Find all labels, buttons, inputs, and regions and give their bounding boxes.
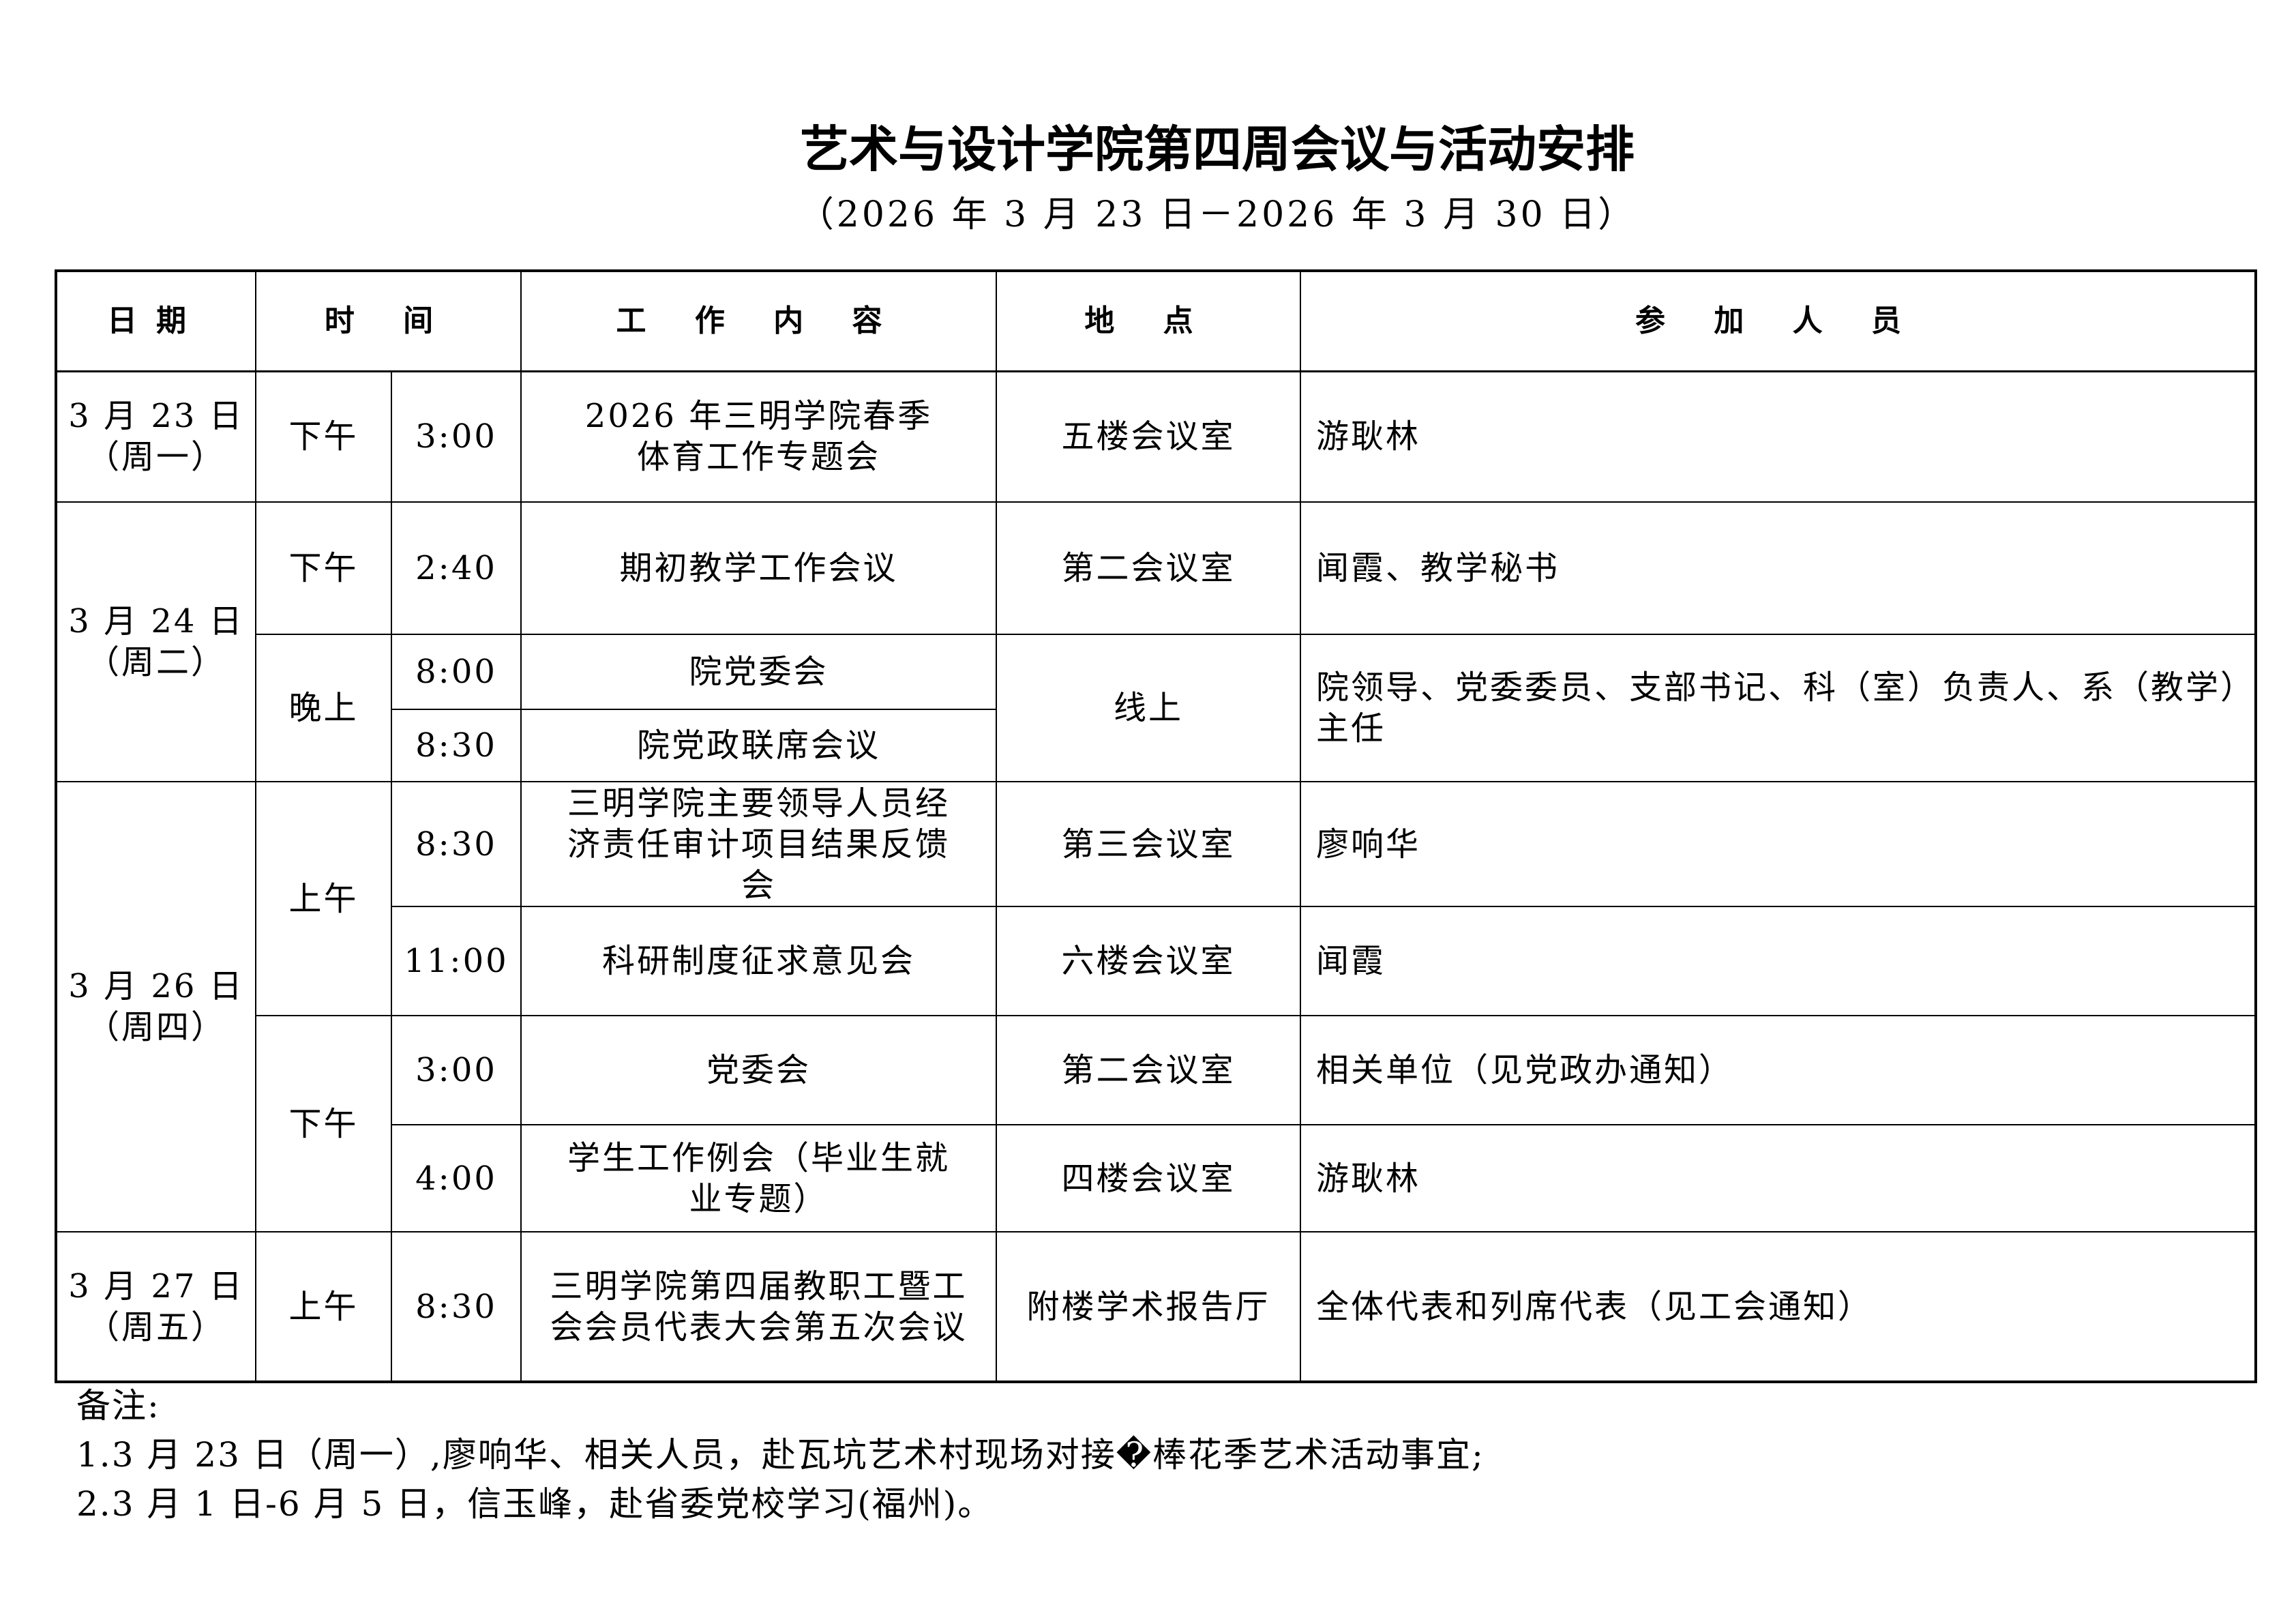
notes-label: 备注: — [76, 1386, 160, 1426]
period-cell: 下午 — [255, 501, 392, 635]
time-cell: 4:00 — [390, 1124, 522, 1232]
people-cell: 闻霞、教学秘书 — [1300, 501, 2257, 635]
weekday: （周四） — [86, 1008, 226, 1046]
place-cell: 六楼会议室 — [996, 906, 1302, 1016]
date-range: （2026 年 3 月 23 日－2026 年 3 月 30 日） — [798, 194, 1637, 235]
table-row: 3 月 26 日（周四） 上午 8:30 三明学院主要领导人员经济责任审计项目结… — [55, 781, 2257, 1232]
place-cell: 四楼会议室 — [996, 1124, 1302, 1232]
weekday: （周二） — [86, 643, 226, 681]
header-time: 时 间 — [254, 270, 522, 372]
place-cell: 附楼学术报告厅 — [996, 1231, 1302, 1383]
people-cell: 相关单位（见党政办通知） — [1300, 1015, 2257, 1125]
table-row: 3 月 27 日（周五） 上午 8:30 三明学院第四届教职工暨工会会员代表大会… — [55, 1231, 2257, 1383]
date: 3 月 27 日 — [68, 1267, 244, 1305]
place-cell: 第二会议室 — [996, 501, 1302, 635]
people-cell: 院领导、党委委员、支部书记、科（室）负责人、系（教学）主任 — [1300, 634, 2257, 782]
weekday: （周一） — [86, 438, 226, 477]
content-cell: 院党委会 — [520, 634, 998, 710]
period-cell: 下午 — [255, 1015, 392, 1232]
period-cell: 上午 — [255, 1231, 392, 1383]
schedule-table: 日期 时 间 工 作 内 容 地 点 参 加 人 员 3 月 23 日（周一） … — [55, 269, 2258, 1383]
table-row: 3 月 24 日（周二） 下午 2:40 期初教学工作会议 第二会议室 闻霞、教… — [55, 501, 2257, 782]
weekday: （周五） — [86, 1308, 226, 1346]
date: 3 月 24 日 — [68, 602, 244, 640]
table-row: 8:30 院党政联席会议 — [56, 709, 2256, 782]
content-cell: 党委会 — [520, 1015, 998, 1125]
people-cell: 全体代表和列席代表（见工会通知） — [1300, 1231, 2257, 1383]
header-row: 日期 时 间 工 作 内 容 地 点 参 加 人 员 — [55, 270, 2257, 372]
header-content: 工 作 内 容 — [520, 270, 998, 372]
period-cell: 晚上 — [255, 634, 392, 782]
note-item: 2.3 月 1 日-6 月 5 日，信玉峰，赴省委党校学习(福州)。 — [76, 1484, 994, 1524]
time-cell: 3:00 — [390, 1015, 522, 1125]
header-date: 日期 — [55, 270, 256, 372]
note-item: 1.3 月 23 日（周一）,廖响华、相关人员，赴瓦坑艺术村现场对接�棒花季艺术… — [76, 1435, 1485, 1475]
people-cell: 游耿林 — [1300, 1124, 2257, 1232]
header-people: 参 加 人 员 — [1300, 270, 2257, 372]
date-cell: 3 月 24 日（周二） — [55, 501, 256, 782]
content-cell: 期初教学工作会议 — [520, 501, 998, 635]
content-cell: 三明学院主要领导人员经济责任审计项目结果反馈会 — [520, 781, 998, 907]
table-row: 3 月 23 日（周一） 下午 3:00 2026 年三明学院春季体育工作专题会… — [55, 370, 2257, 503]
people-cell: 闻霞 — [1300, 906, 2257, 1016]
date: 3 月 23 日 — [68, 397, 244, 436]
time-cell: 8:30 — [390, 781, 522, 907]
place-cell: 五楼会议室 — [996, 370, 1302, 503]
period-cell: 下午 — [255, 370, 392, 503]
time-cell: 3:00 — [390, 370, 522, 503]
table-row: 11:00 科研制度征求意见会 六楼会议室 闻霞 — [56, 906, 2257, 1016]
place-cell: 第二会议室 — [996, 1015, 1302, 1125]
content-cell: 三明学院第四届教职工暨工会会员代表大会第五次会议 — [520, 1231, 998, 1383]
date-cell: 3 月 23 日（周一） — [55, 370, 256, 503]
period-cell: 上午 — [255, 781, 392, 1016]
place-cell: 第三会议室 — [996, 781, 1302, 907]
content-cell: 院党政联席会议 — [520, 709, 998, 782]
notes: 备注: 1.3 月 23 日（周一）,廖响华、相关人员，赴瓦坑艺术村现场对接�棒… — [76, 1381, 1485, 1529]
table-row: 下午 3:00 党委会 第二会议室 相关单位（见党政办通知） — [56, 1015, 2257, 1232]
time-cell: 2:40 — [390, 501, 522, 635]
content-cell: 学生工作例会（毕业生就业专题） — [520, 1124, 998, 1232]
date: 3 月 26 日 — [68, 967, 244, 1005]
time-cell: 8:30 — [390, 1231, 522, 1383]
time-cell: 11:00 — [390, 906, 522, 1016]
page-title: 艺术与设计学院第四周会议与活动安排 — [799, 121, 1635, 178]
people-cell: 廖响华 — [1300, 781, 2257, 907]
header-place: 地 点 — [996, 270, 1302, 372]
place-cell: 线上 — [996, 634, 1302, 782]
people-cell: 游耿林 — [1300, 370, 2257, 503]
table-row: 4:00 学生工作例会（毕业生就业专题） 四楼会议室 游耿林 — [56, 1124, 2257, 1232]
time-cell: 8:30 — [390, 709, 522, 782]
date-cell: 3 月 27 日（周五） — [55, 1231, 256, 1383]
content-cell: 科研制度征求意见会 — [520, 906, 998, 1016]
date-cell: 3 月 26 日（周四） — [55, 781, 256, 1232]
time-cell: 8:00 — [390, 634, 522, 710]
content-cell: 2026 年三明学院春季体育工作专题会 — [520, 370, 998, 503]
table-row: 晚上 8:00 院党委会 线上 院领导、党委委员、支部书记、科（室）负责人、系（… — [56, 634, 2257, 782]
